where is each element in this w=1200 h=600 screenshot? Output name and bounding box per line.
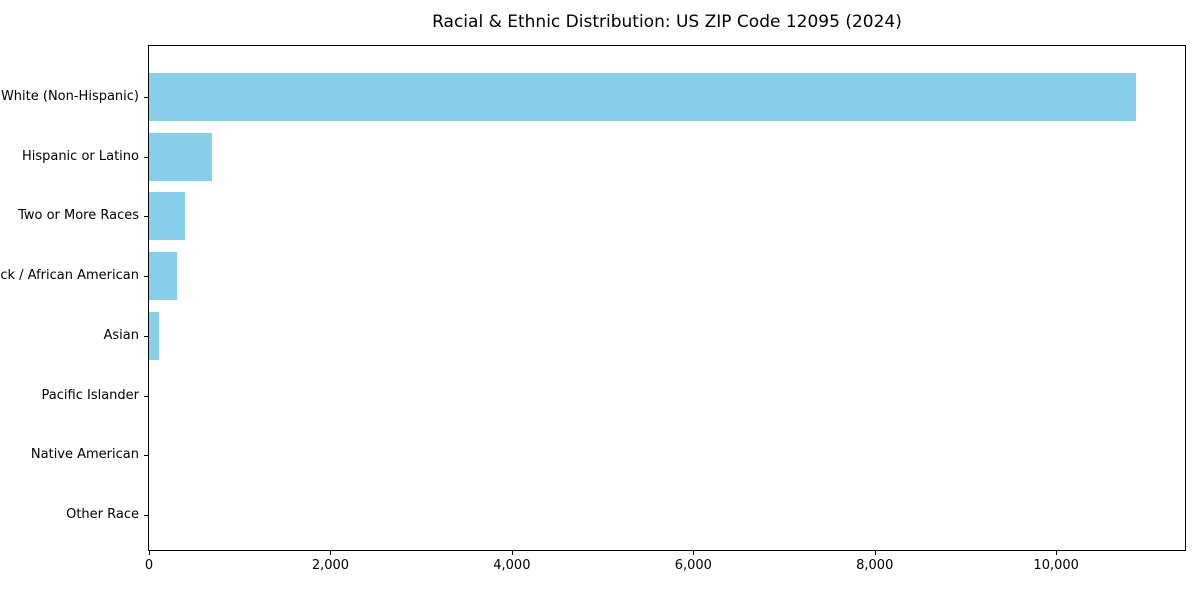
x-axis-tick [874,550,876,555]
y-axis-category-label: Native American [30,447,139,463]
bar [149,132,212,181]
y-axis-category-label: White (Non-Hispanic) [0,89,139,104]
bar [149,311,159,360]
x-axis-tick-label: 8,000 [856,558,894,573]
bar [149,73,1136,121]
y-axis-tick [144,156,149,158]
y-axis-category-label: Hispanic or Latino [21,148,139,164]
y-axis-category-label: Black / African American [0,268,139,284]
y-axis-category-label: Other Race [66,506,139,522]
bar [149,252,178,301]
x-axis-tick [511,550,513,555]
y-axis-tick [144,216,149,218]
y-axis-category-label: Asian [103,327,139,343]
y-axis-tick [144,514,149,516]
y-axis-tick [144,455,149,457]
y-axis-tick [144,97,149,98]
bar [149,192,185,241]
y-axis-category-label: Two or More Races [18,208,139,224]
x-axis-tick-label: 4,000 [493,558,531,573]
y-axis-tick [144,276,149,278]
x-axis-tick-label: 6,000 [674,558,712,573]
x-axis-tick [149,550,150,555]
x-axis-tick-label: 0 [144,558,154,573]
plot-area: White (Non-Hispanic) Hispanic or Latino Tw… [0,45,1186,573]
x-axis-tick [330,550,332,555]
y-axis-tick [144,395,149,397]
x-axis-tick [693,550,695,555]
x-axis-tick [1056,550,1058,555]
y-axis-tick [144,335,149,337]
y-axis-category-label: Pacific Islander [41,387,139,403]
x-axis-tick-label: 2,000 [311,558,350,573]
x-axis-tick-label: 10,000 [1033,558,1079,573]
chart-title: Racial & Ethnic Distribution: US ZIP Cod… [432,12,902,32]
